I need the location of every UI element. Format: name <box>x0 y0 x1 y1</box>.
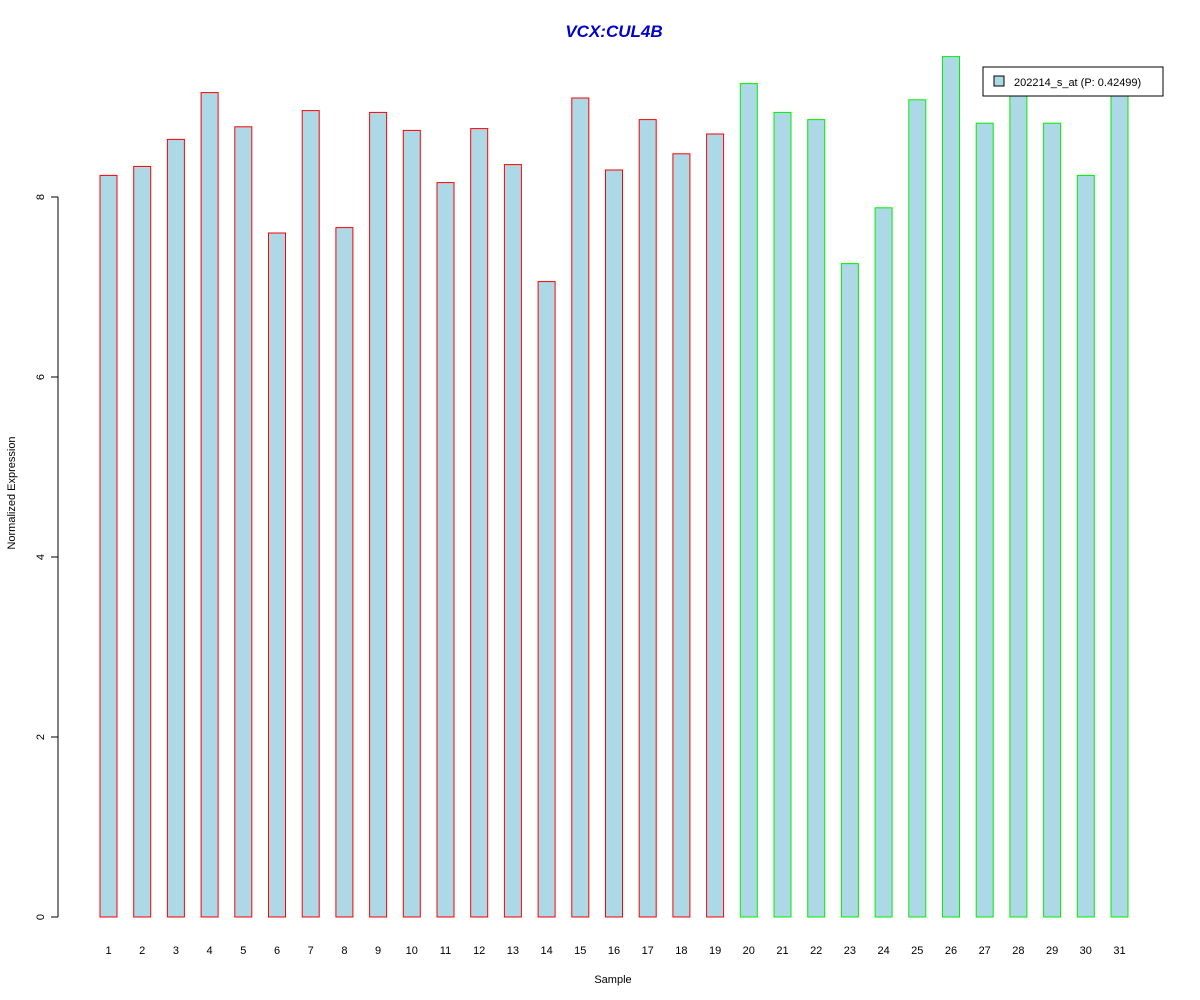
x-tick-label: 26 <box>945 945 957 957</box>
bar-sample-12 <box>470 128 489 918</box>
x-tick-label: 20 <box>743 945 755 957</box>
bar-sample-14 <box>537 281 556 918</box>
x-tick-label: 29 <box>1046 945 1058 957</box>
bar-sample-2 <box>133 165 152 918</box>
x-tick-label: 5 <box>240 945 246 957</box>
bar-sample-6 <box>268 232 286 918</box>
legend: 202214_s_at (P: 0.42499) <box>982 66 1164 97</box>
y-tick-label: 4 <box>35 554 47 560</box>
x-tick-label: 1 <box>105 945 111 957</box>
bar-sample-10 <box>402 129 421 918</box>
x-tick-label: 15 <box>574 945 586 957</box>
bar-sample-5 <box>234 126 253 918</box>
bar-sample-26 <box>942 56 960 918</box>
bar-sample-16 <box>605 169 623 918</box>
bar-sample-9 <box>369 111 388 918</box>
y-tick-label: 2 <box>35 734 47 740</box>
x-tick-label: 17 <box>642 945 654 957</box>
x-tick-label: 4 <box>207 945 213 957</box>
bar-sample-22 <box>807 119 826 918</box>
bar-sample-1 <box>99 174 118 918</box>
bar-sample-19 <box>706 133 725 918</box>
bar-sample-8 <box>335 227 354 918</box>
x-axis-tick-labels: 1 2 3 4 5 6 7 8 9 10 11 12 13 14 15 16 17 18 19 20 21 22 23 24 2… <box>105 945 1125 957</box>
x-axis-label: Sample <box>594 974 631 986</box>
bar-sample-18 <box>672 153 691 918</box>
x-tick-label: 19 <box>709 945 721 957</box>
x-tick-label: 25 <box>911 945 923 957</box>
bars-layer <box>99 56 1129 918</box>
legend-swatch <box>993 75 1005 87</box>
bar-sample-24 <box>874 207 893 918</box>
bar-sample-15 <box>571 97 590 918</box>
bar-sample-17 <box>638 119 657 918</box>
bar-sample-25 <box>908 99 927 918</box>
y-tick-label: 8 <box>35 194 47 200</box>
bar-sample-20 <box>739 83 758 918</box>
x-tick-label: 7 <box>308 945 314 957</box>
x-tick-label: 13 <box>507 945 519 957</box>
bar-sample-29 <box>1043 122 1062 918</box>
x-tick-label: 28 <box>1012 945 1024 957</box>
x-tick-label: 12 <box>473 945 485 957</box>
chart-title: VCX:CUL4B <box>565 22 662 41</box>
x-tick-label: 8 <box>341 945 347 957</box>
bar-sample-31 <box>1110 92 1129 918</box>
x-tick-label: 21 <box>776 945 788 957</box>
bar-sample-23 <box>840 263 859 918</box>
x-tick-label: 16 <box>608 945 620 957</box>
x-tick-label: 27 <box>979 945 991 957</box>
bar-sample-27 <box>975 122 994 918</box>
x-tick-label: 10 <box>406 945 418 957</box>
bar-sample-3 <box>166 138 185 918</box>
x-tick-label: 6 <box>274 945 280 957</box>
bar-sample-30 <box>1076 174 1095 918</box>
bar-sample-7 <box>301 110 320 918</box>
x-tick-label: 18 <box>675 945 687 957</box>
x-tick-label: 14 <box>540 945 552 957</box>
bar-sample-11 <box>436 182 455 918</box>
x-tick-label: 22 <box>810 945 822 957</box>
x-tick-label: 24 <box>877 945 889 957</box>
bar-sample-13 <box>503 164 522 918</box>
x-tick-label: 23 <box>844 945 856 957</box>
y-axis: 0 2 4 6 8 <box>35 194 59 920</box>
y-tick-label: 0 <box>35 914 47 920</box>
bar-sample-21 <box>773 111 792 918</box>
legend-box <box>982 66 1164 97</box>
x-tick-label: 30 <box>1080 945 1092 957</box>
legend-label: 202214_s_at (P: 0.42499) <box>1014 77 1141 89</box>
x-tick-label: 31 <box>1113 945 1125 957</box>
bar-sample-28 <box>1009 92 1028 918</box>
x-tick-label: 11 <box>440 945 451 957</box>
bar-sample-4 <box>200 92 219 918</box>
x-tick-label: 9 <box>375 945 381 957</box>
y-tick-label: 6 <box>35 374 47 380</box>
y-axis-label: Normalized Expression <box>6 436 18 549</box>
x-tick-label: 3 <box>173 945 179 957</box>
x-tick-label: 2 <box>139 945 145 957</box>
